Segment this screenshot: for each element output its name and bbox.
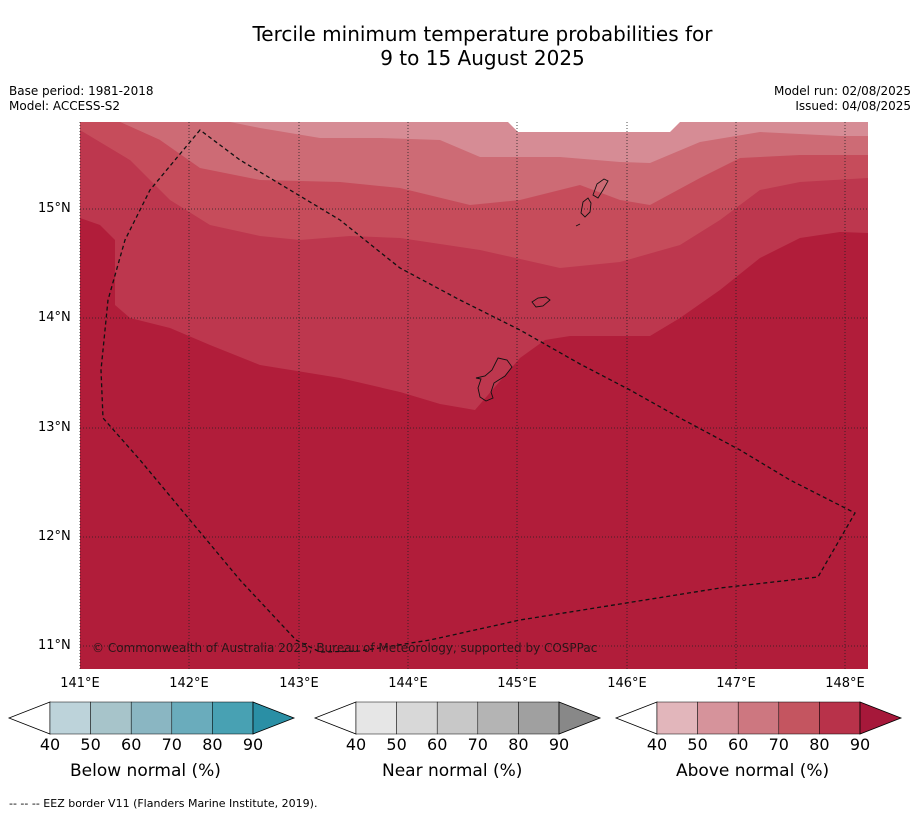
lon-label-141: 141°E <box>60 676 100 691</box>
lon-label-147: 147°E <box>716 676 756 691</box>
lat-label-14: 14°N <box>38 310 71 325</box>
eez-footnote: -- -- -- EEZ border V11 (Flanders Marine… <box>9 797 318 810</box>
lat-label-12: 12°N <box>38 529 71 544</box>
above-normal-legend-title: Above normal (%) <box>676 761 830 781</box>
guam-outline <box>475 357 513 402</box>
eez-border <box>100 129 856 653</box>
copyright-note: © Commonwealth of Australia 2025, Bureau… <box>92 641 598 655</box>
saipan-outline <box>592 178 609 199</box>
region-above-40-50 <box>230 122 868 163</box>
colorbar-tick: 40 <box>646 735 668 754</box>
lon-label-144: 144°E <box>388 676 428 691</box>
colorbar-tick: 90 <box>242 735 264 754</box>
tinian-outline <box>580 197 592 218</box>
colorbar-tick: 80 <box>508 735 529 754</box>
below-normal-legend-title: Below normal (%) <box>70 761 221 781</box>
aguijan-outline <box>575 223 581 227</box>
lon-label-145: 145°E <box>497 676 537 691</box>
lon-label-142: 142°E <box>169 676 209 691</box>
colorbar-tick: 80 <box>809 735 830 754</box>
lat-label-11: 11°N <box>38 638 71 653</box>
lat-label-15: 15°N <box>38 201 71 216</box>
colorbar-tick: 60 <box>427 735 448 754</box>
lon-label-146: 146°E <box>607 676 647 691</box>
colorbar-tick: 50 <box>80 735 101 754</box>
model-name: Model: ACCESS-S2 <box>9 99 121 113</box>
colorbar-tick: 60 <box>728 735 749 754</box>
colorbar-tick: 90 <box>548 735 570 754</box>
meta-left: Base period: 1981-2018 Model: ACCESS-S2 <box>9 84 154 114</box>
issued-date: Issued: 04/08/2025 <box>795 99 911 113</box>
map-title: Tercile minimum temperature probabilitie… <box>0 22 919 70</box>
colorbar-tick: 70 <box>467 735 488 754</box>
near-normal-legend-title: Near normal (%) <box>382 761 523 781</box>
colorbar-tick: 90 <box>849 735 871 754</box>
island-outlines <box>475 178 609 402</box>
colorbar-tick: 40 <box>345 735 367 754</box>
colorbar-tick: 50 <box>386 735 407 754</box>
rota-outline <box>531 296 551 308</box>
lat-label-13: 13°N <box>38 420 71 435</box>
graticule <box>79 122 868 669</box>
region-no-signal <box>508 122 680 132</box>
colorbar-tick: 70 <box>768 735 789 754</box>
colorbar-tick: 70 <box>161 735 182 754</box>
probability-field <box>80 122 868 669</box>
title-line-2: 9 to 15 August 2025 <box>380 46 585 70</box>
model-run: Model run: 02/08/2025 <box>773 84 911 98</box>
lon-label-143: 143°E <box>279 676 319 691</box>
colorbar-tick: 50 <box>687 735 708 754</box>
base-period: Base period: 1981-2018 <box>9 84 154 98</box>
colorbar-tick: 80 <box>202 735 223 754</box>
lon-label-148: 148°E <box>825 676 865 691</box>
meta-right: Model run: 02/08/2025 Issued: 04/08/2025 <box>774 84 911 114</box>
colorbar-tick: 60 <box>121 735 142 754</box>
colorbar-tick: 40 <box>39 735 61 754</box>
title-line-1: Tercile minimum temperature probabilitie… <box>252 22 713 46</box>
